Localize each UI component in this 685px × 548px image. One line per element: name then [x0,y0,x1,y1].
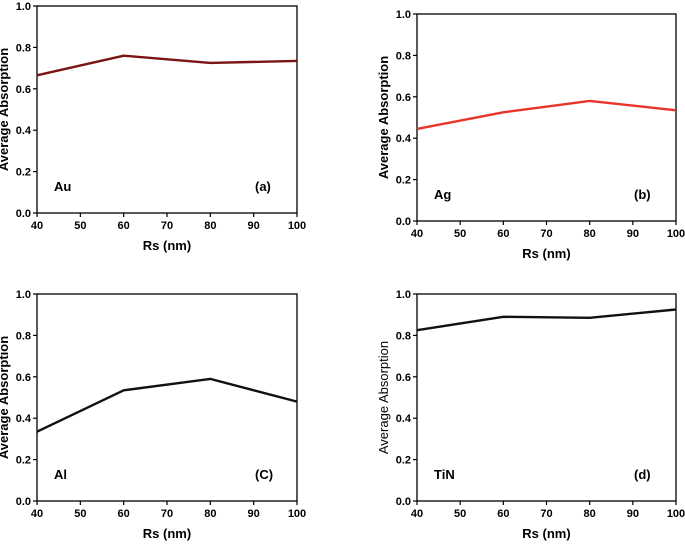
y-axis-label: Average Absorption [376,341,391,454]
x-tick-label: 50 [454,508,466,520]
x-axis-label: Rs (nm) [143,238,191,253]
panel-label: (b) [634,187,651,202]
y-tick-label: 1.0 [396,9,411,21]
x-tick-label: 50 [454,228,466,240]
panel-label: (C) [255,467,273,482]
x-axis-label: Rs (nm) [522,526,570,541]
x-tick-label: 60 [497,228,509,240]
x-tick-label: 100 [667,508,685,520]
y-tick-label: 0.4 [16,413,32,425]
x-tick-label: 70 [540,508,552,520]
y-tick-label: 1.0 [16,1,31,13]
y-tick-label: 0.6 [16,84,31,96]
y-tick-label: 0.8 [396,50,411,62]
x-tick-label: 80 [204,508,216,520]
y-tick-label: 0.8 [16,42,31,54]
y-tick-label: 0.2 [396,455,411,467]
y-tick-label: 0.4 [396,413,412,425]
x-tick-label: 40 [411,508,423,520]
y-tick-label: 0.6 [396,92,411,104]
y-tick-label: 0.8 [396,330,411,342]
y-tick-label: 0.0 [16,208,31,220]
material-label: Al [54,467,67,482]
y-tick-label: 0.4 [16,125,32,137]
y-tick-label: 0.0 [16,496,31,508]
series-line-al [37,379,297,432]
material-label: TiN [434,467,455,482]
x-tick-label: 80 [584,228,596,240]
y-tick-label: 0.2 [396,175,411,187]
x-tick-label: 70 [161,508,173,520]
x-tick-label: 80 [204,220,216,232]
x-tick-label: 40 [31,220,43,232]
material-label: Ag [434,187,451,202]
x-tick-label: 90 [248,220,260,232]
y-tick-label: 0.2 [16,167,31,179]
series-line-tin [417,310,676,331]
x-tick-label: 90 [627,508,639,520]
x-tick-label: 90 [248,508,260,520]
panel-label: (d) [634,467,651,482]
x-tick-label: 100 [288,508,306,520]
series-line-au [37,56,297,76]
x-tick-label: 70 [161,220,173,232]
x-tick-label: 60 [118,220,130,232]
y-tick-label: 1.0 [396,289,411,301]
x-tick-label: 90 [627,228,639,240]
y-tick-label: 0.2 [16,455,31,467]
x-tick-label: 40 [31,508,43,520]
y-tick-label: 0.0 [396,496,411,508]
x-tick-label: 100 [667,228,685,240]
x-tick-label: 100 [288,220,306,232]
y-tick-label: 1.0 [16,289,31,301]
y-axis-label: Average Absorption [0,336,11,459]
x-axis-label: Rs (nm) [522,246,570,261]
y-tick-label: 0.6 [396,372,411,384]
x-tick-label: 50 [74,508,86,520]
x-tick-label: 60 [118,508,130,520]
y-axis-label: Average Absorption [376,56,391,179]
y-tick-label: 0.6 [16,372,31,384]
y-tick-label: 0.0 [396,216,411,228]
y-tick-label: 0.8 [16,330,31,342]
y-tick-label: 0.4 [396,133,412,145]
y-axis-label: Average Absorption [0,48,11,171]
series-line-ag [417,101,676,129]
material-label: Au [54,179,71,194]
x-tick-label: 60 [497,508,509,520]
x-tick-label: 80 [584,508,596,520]
panel-label: (a) [255,179,271,194]
x-tick-label: 70 [540,228,552,240]
x-tick-label: 50 [74,220,86,232]
x-axis-label: Rs (nm) [143,526,191,541]
x-tick-label: 40 [411,228,423,240]
